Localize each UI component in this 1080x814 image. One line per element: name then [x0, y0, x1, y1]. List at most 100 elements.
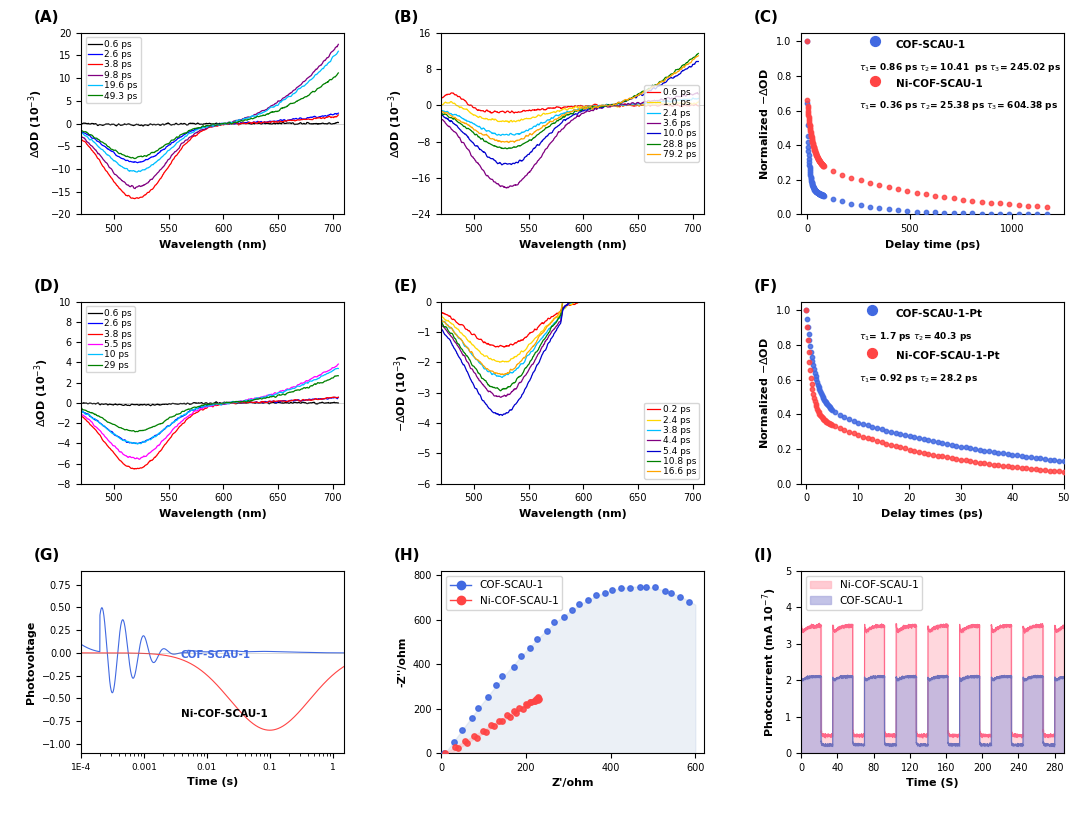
10.8 ps: [434, 317, 447, 326]
28.8 ps: [646, 81, 659, 90]
Point: [447, 741, 464, 754]
Point: [807, 370, 824, 383]
Point: [850, 416, 867, 429]
4.4 ps: [647, 297, 660, 307]
Text: Ni-COF-SCAU-1: Ni-COF-SCAU-1: [180, 708, 268, 719]
X-axis label: Wavelength (nm): Wavelength (nm): [518, 240, 626, 250]
Point: [822, 401, 839, 414]
Line: 3.8 ps: 3.8 ps: [81, 115, 338, 199]
Point: [810, 154, 827, 167]
Point: [802, 170, 820, 183]
Line: 9.8 ps: 9.8 ps: [81, 44, 338, 189]
3.8 ps: [228, 398, 241, 408]
Point: [842, 197, 860, 210]
Point: [854, 418, 872, 431]
Point: [814, 159, 832, 172]
3.8 ps: [687, 297, 700, 307]
2.4 ps: [557, 304, 570, 314]
Point: [468, 732, 485, 745]
Point: [809, 151, 826, 164]
49.3 ps: [199, 122, 212, 132]
5.4 ps: [687, 297, 700, 307]
Point: [1031, 452, 1049, 465]
Point: [800, 115, 818, 128]
Point: [864, 433, 881, 446]
9.8 ps: [332, 39, 345, 49]
Point: [840, 425, 858, 438]
2.6 ps: [286, 396, 299, 405]
0.6 ps: [198, 399, 211, 409]
Point: [1055, 466, 1072, 479]
Line: 10.0 ps: 10.0 ps: [441, 61, 699, 165]
79.2 ps: [558, 109, 571, 119]
Point: [807, 146, 824, 159]
5.4 ps: [557, 303, 570, 313]
Point: [801, 125, 819, 138]
Point: [809, 186, 826, 199]
Point: [801, 165, 819, 178]
0.2 ps: [434, 308, 447, 317]
28.8 ps: [589, 102, 602, 112]
Point: [934, 436, 951, 449]
3.8 ps: [129, 194, 141, 204]
0.2 ps: [558, 302, 571, 312]
Point: [647, 580, 664, 593]
2.6 ps: [326, 393, 339, 403]
Point: [805, 182, 822, 195]
Point: [814, 189, 832, 202]
Point: [801, 120, 819, 133]
29 ps: [198, 400, 211, 410]
Point: [814, 189, 832, 202]
28.8 ps: [434, 107, 447, 117]
Point: [529, 693, 546, 706]
3.8 ps: [434, 313, 447, 323]
Point: [818, 397, 835, 410]
19.6 ps: [199, 122, 212, 132]
Point: [798, 35, 815, 48]
Point: [464, 729, 482, 742]
Text: (D): (D): [33, 279, 60, 294]
0.6 ps: [508, 108, 521, 118]
5.5 ps: [228, 397, 241, 407]
Point: [480, 690, 497, 703]
1.0 ps: [589, 101, 602, 111]
Point: [807, 397, 824, 410]
0.6 ps: [199, 398, 212, 408]
0.2 ps: [589, 297, 602, 307]
Point: [821, 417, 838, 430]
Point: [802, 345, 820, 358]
Point: [1001, 198, 1018, 211]
Point: [807, 185, 824, 198]
Point: [529, 690, 546, 703]
10.0 ps: [589, 103, 602, 113]
16.6 ps: [556, 297, 569, 307]
Point: [920, 447, 937, 460]
Line: 79.2 ps: 79.2 ps: [441, 56, 699, 142]
10.8 ps: [557, 297, 570, 307]
Y-axis label: Photocurrent (mA 10$^{-7}$): Photocurrent (mA 10$^{-7}$): [761, 587, 780, 737]
4.4 ps: [687, 297, 700, 307]
Text: $\tau_1$= 0.36 ps $\tau_2$= 25.38 ps $\tau_3$= 604.38 ps: $\tau_1$= 0.36 ps $\tau_2$= 25.38 ps $\t…: [859, 99, 1058, 112]
Point: [807, 184, 824, 197]
Point: [901, 430, 918, 443]
Text: Ni-COF-SCAU-1: Ni-COF-SCAU-1: [895, 79, 983, 89]
10 ps: [332, 363, 345, 373]
Text: COF-SCAU-1: COF-SCAU-1: [180, 650, 251, 660]
Point: [813, 388, 831, 401]
2.6 ps: [75, 405, 87, 415]
Point: [799, 107, 816, 120]
Point: [459, 736, 476, 749]
Point: [486, 720, 503, 733]
Point: [814, 159, 832, 172]
5.5 ps: [75, 410, 87, 420]
Point: [487, 679, 504, 692]
Point: [622, 581, 639, 594]
0.6 ps: [332, 398, 345, 408]
Point: [808, 185, 825, 198]
2.6 ps: [328, 392, 341, 402]
Point: [811, 187, 828, 200]
X-axis label: Z'/ohm: Z'/ohm: [551, 778, 594, 788]
5.4 ps: [558, 300, 571, 310]
Point: [517, 698, 535, 711]
9.8 ps: [286, 87, 299, 97]
